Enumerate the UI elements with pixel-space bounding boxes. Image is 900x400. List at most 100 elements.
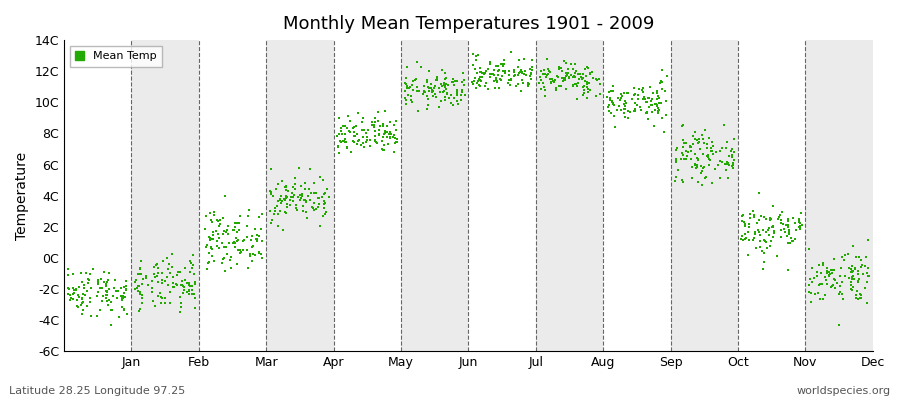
Point xyxy=(263,188,277,195)
Point xyxy=(200,242,214,249)
Point xyxy=(808,291,823,298)
Point xyxy=(68,286,83,293)
Point xyxy=(651,104,665,111)
Point xyxy=(834,291,849,297)
Point xyxy=(371,118,385,124)
Point xyxy=(363,136,377,143)
Point xyxy=(741,229,755,235)
Point xyxy=(378,128,392,135)
Point xyxy=(210,238,224,244)
Point xyxy=(498,68,512,74)
Point xyxy=(139,272,153,279)
Point xyxy=(845,269,859,275)
Point xyxy=(752,228,766,235)
Point xyxy=(742,224,756,230)
Point xyxy=(369,140,383,146)
Point xyxy=(335,130,349,137)
Point xyxy=(568,70,582,76)
Point xyxy=(766,223,780,229)
Point xyxy=(677,140,691,147)
Point xyxy=(850,271,865,278)
Point xyxy=(384,131,399,138)
Point xyxy=(450,78,464,84)
Point xyxy=(454,92,468,98)
Point xyxy=(601,89,616,96)
Point xyxy=(802,246,816,252)
Point xyxy=(742,220,756,227)
Point xyxy=(490,79,504,85)
Point xyxy=(275,226,290,233)
Point xyxy=(735,213,750,219)
Point xyxy=(81,277,95,284)
Point xyxy=(75,295,89,301)
Point xyxy=(66,270,80,277)
Point xyxy=(562,75,577,82)
Point xyxy=(544,76,558,82)
Point xyxy=(182,291,196,297)
Point xyxy=(691,136,706,143)
Point xyxy=(153,290,167,296)
Point xyxy=(492,76,507,82)
Point xyxy=(633,104,647,110)
Point xyxy=(544,69,558,75)
Point xyxy=(722,153,736,159)
Point xyxy=(605,98,619,105)
Point xyxy=(320,186,334,192)
Point xyxy=(90,281,104,287)
Point xyxy=(752,190,767,196)
Point xyxy=(99,292,113,298)
Point xyxy=(251,214,266,221)
Point xyxy=(592,76,607,82)
Point xyxy=(155,294,169,301)
Point xyxy=(236,246,250,253)
Point xyxy=(757,237,771,243)
Point xyxy=(406,78,420,84)
Point xyxy=(156,258,170,264)
Point xyxy=(339,145,354,151)
Point xyxy=(273,207,287,214)
Point xyxy=(439,89,454,96)
Point xyxy=(553,65,567,72)
Point xyxy=(770,253,785,260)
Point xyxy=(422,88,436,94)
Point xyxy=(288,180,302,187)
Point xyxy=(347,133,362,140)
Point xyxy=(580,64,595,71)
Point xyxy=(410,59,425,66)
Point xyxy=(63,296,77,303)
Point xyxy=(853,290,868,297)
Point xyxy=(481,66,495,72)
Point xyxy=(312,200,327,207)
Point xyxy=(180,289,194,295)
Point xyxy=(102,296,116,303)
Point xyxy=(360,137,374,143)
Point xyxy=(205,236,220,242)
Point xyxy=(637,94,652,100)
Point xyxy=(515,70,529,76)
Point xyxy=(370,140,384,146)
Point xyxy=(280,201,294,208)
Point xyxy=(592,81,607,88)
Point xyxy=(63,295,77,301)
Point xyxy=(274,178,289,185)
Point xyxy=(277,196,292,202)
Point xyxy=(346,125,361,132)
Point xyxy=(249,232,264,238)
Point xyxy=(834,264,849,271)
Point xyxy=(60,284,75,291)
Point xyxy=(295,190,310,197)
Point xyxy=(492,66,507,73)
Point xyxy=(722,161,736,168)
Point xyxy=(606,101,620,107)
Point xyxy=(652,95,667,101)
Point xyxy=(418,89,432,96)
Point xyxy=(850,296,865,302)
Point xyxy=(669,159,683,165)
Point xyxy=(590,76,604,82)
Point xyxy=(792,219,806,226)
Point xyxy=(350,138,365,144)
Point xyxy=(283,197,297,204)
Point xyxy=(267,211,282,218)
Point xyxy=(437,82,452,88)
Point xyxy=(548,86,562,93)
